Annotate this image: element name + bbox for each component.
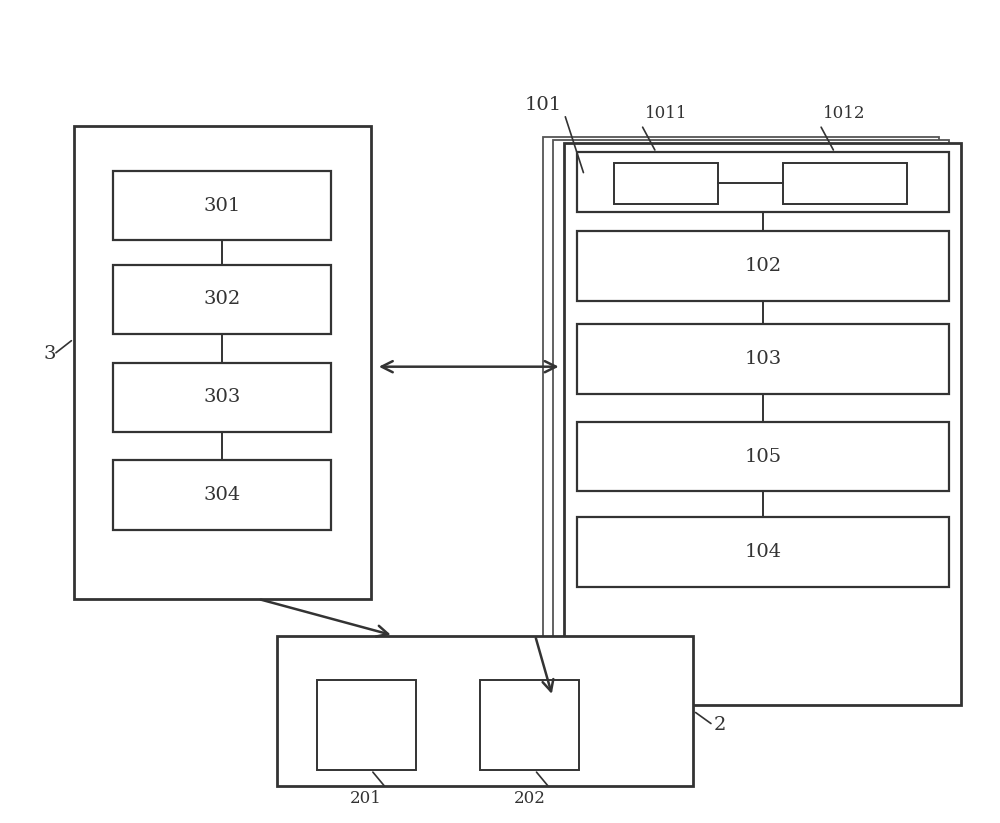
- Text: 105: 105: [745, 448, 782, 466]
- Bar: [577, 152, 949, 212]
- Text: 202: 202: [514, 790, 546, 807]
- Bar: [113, 265, 331, 334]
- Text: 3: 3: [44, 346, 56, 364]
- Bar: [74, 127, 371, 599]
- Bar: [614, 163, 718, 204]
- Bar: [783, 163, 907, 204]
- Bar: [543, 137, 939, 700]
- Text: 102: 102: [745, 257, 782, 275]
- Text: 304: 304: [204, 486, 241, 504]
- Bar: [577, 324, 949, 393]
- Bar: [564, 142, 961, 704]
- Text: 201: 201: [350, 790, 382, 807]
- Bar: [317, 681, 416, 770]
- Bar: [113, 460, 331, 530]
- Text: 1012: 1012: [823, 105, 866, 123]
- Bar: [480, 681, 579, 770]
- Text: 303: 303: [204, 388, 241, 407]
- Bar: [113, 171, 331, 240]
- Text: 101: 101: [525, 96, 562, 114]
- Bar: [577, 518, 949, 587]
- Bar: [577, 422, 949, 491]
- Bar: [113, 363, 331, 432]
- Text: 301: 301: [204, 197, 241, 215]
- Text: 1011: 1011: [645, 105, 687, 123]
- Text: 103: 103: [745, 350, 782, 368]
- Text: 2: 2: [713, 716, 726, 734]
- Bar: [553, 140, 949, 702]
- Bar: [277, 635, 693, 786]
- Bar: [577, 231, 949, 300]
- Text: 302: 302: [204, 291, 241, 309]
- Text: 104: 104: [745, 543, 782, 561]
